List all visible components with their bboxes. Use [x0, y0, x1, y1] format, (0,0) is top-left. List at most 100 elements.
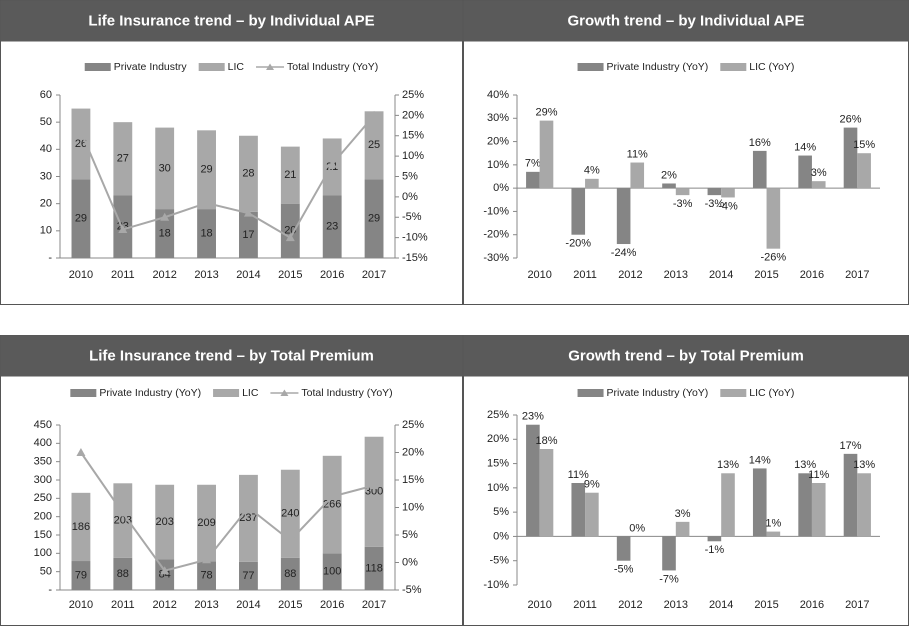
- data-label: 14%: [749, 454, 771, 466]
- data-label: 209: [197, 517, 215, 529]
- line-marker: [285, 536, 295, 544]
- y-tick-label: 250: [34, 492, 52, 504]
- bar-segment: [71, 108, 91, 180]
- legend-label: Total Industry (YoY): [287, 61, 378, 73]
- bar: [707, 188, 722, 196]
- data-label: 79: [75, 569, 87, 581]
- data-label: 30: [159, 162, 171, 174]
- x-tick-label: 2016: [320, 599, 344, 611]
- x-tick-label: 2010: [69, 599, 93, 611]
- line-marker: [285, 233, 295, 242]
- panel-header: [463, 0, 909, 42]
- y-tick-label: 15%: [487, 457, 509, 469]
- data-label: 11%: [568, 469, 589, 481]
- y-tick-label: 60: [40, 89, 52, 101]
- data-label: 14%: [794, 141, 816, 153]
- line-marker: [160, 212, 170, 221]
- data-label: 203: [156, 516, 174, 528]
- y2-tick-label: 25%: [402, 419, 424, 431]
- x-tick-label: 2010: [527, 599, 551, 611]
- panel: [0, 335, 463, 626]
- x-tick-label: 2010: [527, 269, 551, 281]
- data-label: 237: [239, 512, 257, 524]
- data-label: 17: [242, 229, 254, 241]
- bar: [721, 473, 735, 537]
- data-label: 15%: [853, 139, 875, 151]
- bar-segment: [364, 546, 384, 590]
- y-tick-label: 20%: [487, 135, 509, 147]
- data-label: 18: [159, 227, 171, 239]
- y2-tick-label: 25%: [402, 89, 424, 101]
- legend-label: LIC (YoY): [749, 61, 794, 73]
- data-label: 26%: [839, 114, 861, 126]
- x-tick-label: 2017: [845, 599, 869, 611]
- data-label: 300: [365, 486, 383, 498]
- x-tick-label: 2016: [800, 599, 824, 611]
- data-label: 27: [117, 153, 129, 165]
- bar-segment: [239, 474, 258, 562]
- x-tick-label: 2014: [236, 599, 260, 611]
- y2-tick-label: 20%: [402, 109, 424, 121]
- x-tick-label: 2015: [278, 269, 302, 281]
- bar: [571, 188, 586, 235]
- y-tick-label: 40%: [487, 89, 509, 101]
- data-label: 25: [368, 139, 380, 151]
- data-label: 29: [75, 213, 87, 225]
- y2-tick-label: 0%: [402, 191, 418, 203]
- data-label: 29: [368, 213, 380, 225]
- data-label: 13%: [794, 459, 816, 471]
- x-tick-label: 2014: [709, 599, 733, 611]
- data-label: 23%: [522, 411, 544, 423]
- x-tick-label: 2017: [362, 269, 386, 281]
- bar-segment: [155, 209, 175, 258]
- data-label: -26%: [761, 252, 787, 264]
- data-label: -3%: [673, 198, 693, 210]
- line-marker: [76, 448, 86, 456]
- data-label: 88: [117, 568, 129, 580]
- data-label: -24%: [611, 247, 637, 259]
- y-tick-label: 10%: [487, 159, 509, 171]
- data-label: 203: [114, 514, 132, 526]
- data-label: -4%: [718, 200, 738, 212]
- x-tick-label: 2017: [845, 269, 869, 281]
- bar-segment: [197, 130, 216, 210]
- line-marker: [118, 224, 128, 233]
- legend-label: LIC: [242, 387, 259, 399]
- data-label: 2%: [661, 169, 677, 181]
- bar: [526, 171, 540, 189]
- y-tick-label: 0%: [493, 530, 509, 542]
- y-tick-label: 300: [34, 474, 52, 486]
- y-tick-label: 100: [34, 547, 52, 559]
- y-tick-label: 25%: [487, 409, 509, 421]
- x-tick-label: 2013: [194, 269, 218, 281]
- legend-swatch: [577, 63, 604, 71]
- x-tick-label: 2011: [573, 269, 597, 281]
- y2-tick-label: 5%: [402, 170, 418, 182]
- y2-tick-label: 15%: [402, 130, 424, 142]
- y-tick-label: 10: [40, 225, 52, 237]
- x-tick-label: 2011: [573, 599, 597, 611]
- x-tick-label: 2015: [278, 599, 302, 611]
- line-marker: [243, 208, 253, 217]
- panel-header: [0, 335, 463, 377]
- data-label: 100: [323, 566, 341, 578]
- legend-swatch: [198, 63, 225, 71]
- bar: [811, 181, 826, 189]
- x-tick-label: 2014: [709, 269, 733, 281]
- x-tick-label: 2015: [754, 599, 778, 611]
- bar: [811, 483, 826, 537]
- data-label: -7%: [659, 573, 679, 585]
- bar-segment: [155, 127, 175, 210]
- y-tick-label: -: [48, 584, 52, 596]
- bar-segment: [197, 209, 216, 258]
- bar-segment: [280, 557, 300, 590]
- x-tick-label: 2012: [152, 269, 176, 281]
- bar-segment: [280, 146, 300, 204]
- y2-tick-label: -10%: [402, 232, 428, 244]
- x-tick-label: 2012: [618, 269, 642, 281]
- legend-marker: [280, 389, 289, 396]
- bar-segment: [239, 135, 258, 212]
- bar: [616, 536, 631, 561]
- panel: [463, 0, 909, 305]
